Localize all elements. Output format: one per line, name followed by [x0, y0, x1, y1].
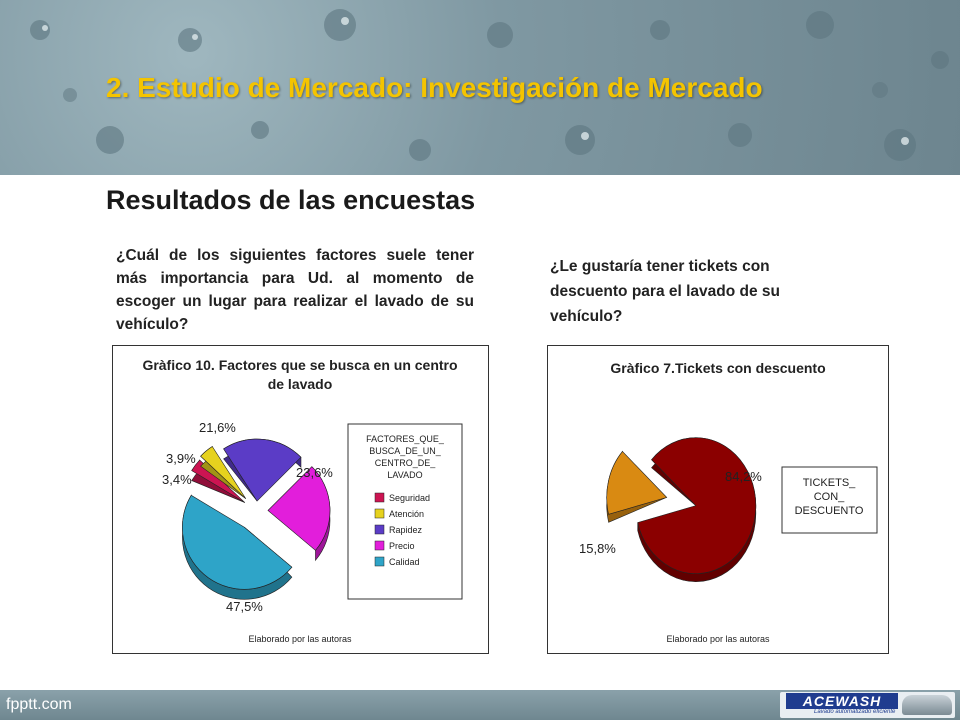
label-si: 84,2% [725, 469, 762, 484]
page-title: 2. Estudio de Mercado: Investigación de … [106, 72, 763, 103]
logo-tagline: Lavado automatizado eficiente [814, 709, 896, 715]
water-drops-background [30, 9, 949, 161]
legend-swatch-precio [374, 540, 385, 551]
chart-factors-title-line1: Gràfico 10. Factores que se busca en un … [142, 357, 457, 373]
chart-tickets-title: Gràfico 7.Tickets con descuento [610, 360, 825, 376]
question-tickets: ¿Le gustaría tener tickets con descuento… [550, 258, 780, 325]
footer-bar: fpptt.com ACEWASH Lavado automatizado ef… [0, 690, 960, 720]
slice-si [637, 437, 757, 574]
legend-label-calidad: Calidad [389, 557, 420, 567]
logo-wordmark: ACEWASH [786, 693, 898, 709]
legend-title-tickets-3: DESCUENTO [795, 505, 864, 517]
chart-factors-svg: Gràfico 10. Factores que se busca en un … [142, 357, 463, 644]
chart-factors: Gràfico 10. Factores que se busca en un … [112, 345, 489, 654]
label-atencion: 3,9% [166, 451, 196, 466]
legend-title-tickets-2: CON_ [814, 491, 845, 503]
chart-factors-note: Elaborado por las autoras [248, 634, 352, 644]
legend-title-factors-3: CENTRO_DE_ [375, 458, 437, 468]
slice-calidad [182, 494, 293, 590]
legend-swatch-seguridad [374, 492, 385, 503]
legend-label-atencion: Atención [389, 509, 424, 519]
chart-tickets: Gràfico 7.Tickets con descuento 84,2% 15… [547, 345, 889, 654]
section-title: Resultados de las encuestas [106, 185, 476, 215]
slice-atencion [200, 446, 247, 499]
question-factors: ¿Cuál de los siguientes factores suele t… [116, 247, 474, 333]
label-no: 15,8% [579, 541, 616, 556]
acewash-logo: ACEWASH Lavado automatizado eficiente [780, 692, 955, 718]
car-icon [902, 695, 952, 715]
slice-seguridad [191, 459, 246, 503]
legend-swatch-rapidez [374, 524, 385, 535]
header-band: 2. Estudio de Mercado: Investigación de … [0, 0, 960, 175]
legend-label-seguridad: Seguridad [389, 493, 430, 503]
legend-label-rapidez: Rapidez [389, 525, 423, 535]
slice-rapidez [223, 438, 302, 502]
slice-precio [267, 466, 331, 551]
footer-site: fpptt.com [6, 696, 72, 713]
label-precio: 23,6% [296, 465, 333, 480]
pie-factors [182, 438, 331, 600]
legend-title-tickets-1: TICKETS_ [803, 477, 856, 489]
chart-tickets-note: Elaborado por las autoras [666, 634, 770, 644]
label-calidad: 47,5% [226, 599, 263, 614]
chart-factors-title-line2: de lavado [268, 376, 333, 392]
slice-no [606, 451, 668, 515]
chart-tickets-svg: Gràfico 7.Tickets con descuento 84,2% 15… [579, 360, 878, 644]
label-seguridad: 3,4% [162, 472, 192, 487]
legend-title-factors-1: FACTORES_QUE_ [366, 434, 445, 444]
pie-tickets [606, 437, 757, 582]
legend-box-factors [347, 423, 463, 600]
legend-swatch-calidad [374, 556, 385, 567]
legend-title-factors-4: LAVADO [387, 470, 422, 480]
label-rapidez: 21,6% [199, 420, 236, 435]
legend-title-factors-2: BUSCA_DE_UN_ [369, 446, 442, 456]
legend-swatch-atencion [374, 508, 385, 519]
legend-box-tickets [781, 466, 878, 534]
legend-label-precio: Precio [389, 541, 415, 551]
